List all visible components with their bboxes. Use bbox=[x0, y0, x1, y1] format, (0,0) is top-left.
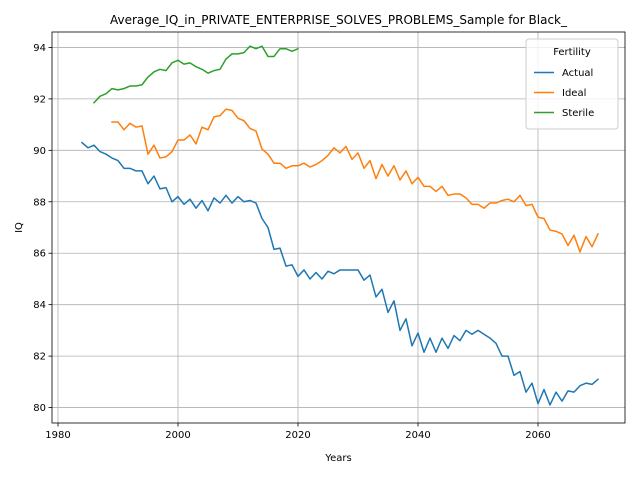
y-tick-label: 84 bbox=[33, 300, 46, 311]
y-tick-label: 92 bbox=[33, 94, 46, 105]
x-tick-label: 2040 bbox=[405, 430, 430, 441]
plot-frame bbox=[51, 31, 626, 424]
x-tick-label: 1980 bbox=[45, 430, 70, 441]
y-tick-label: 94 bbox=[33, 43, 46, 54]
axis-ticks: 1980 2000 2020 2040 2060 80 82 84 86 88 90 92 94 bbox=[33, 43, 550, 441]
x-tick-label: 2020 bbox=[285, 430, 310, 441]
legend-label-ideal: Ideal bbox=[562, 88, 586, 99]
series-line-sterile bbox=[92, 45, 299, 104]
chart-title: Average_IQ_in_PRIVATE_ENTERPRISE_SOLVES_… bbox=[110, 13, 568, 27]
series-line-ideal bbox=[111, 108, 599, 253]
x-tick-label: 2000 bbox=[165, 430, 190, 441]
x-tick-label: 2060 bbox=[525, 430, 550, 441]
legend-label-actual: Actual bbox=[562, 68, 593, 79]
legend: Fertility Actual Ideal Sterile bbox=[525, 38, 619, 130]
y-tick-label: 82 bbox=[33, 352, 46, 363]
series-line-actual bbox=[80, 141, 600, 406]
legend-box bbox=[525, 38, 619, 130]
legend-items: Actual Ideal Sterile bbox=[534, 68, 594, 119]
y-tick-label: 80 bbox=[33, 403, 46, 414]
x-axis-label: Years bbox=[324, 453, 351, 464]
y-tick-label: 88 bbox=[33, 197, 46, 208]
y-tick-label: 86 bbox=[33, 249, 46, 260]
y-axis-label: IQ bbox=[14, 222, 25, 233]
y-tick-label: 90 bbox=[33, 146, 46, 157]
legend-label-sterile: Sterile bbox=[562, 108, 594, 119]
grid-lines bbox=[52, 32, 625, 423]
series-lines bbox=[80, 45, 600, 406]
legend-title: Fertility bbox=[553, 47, 591, 58]
